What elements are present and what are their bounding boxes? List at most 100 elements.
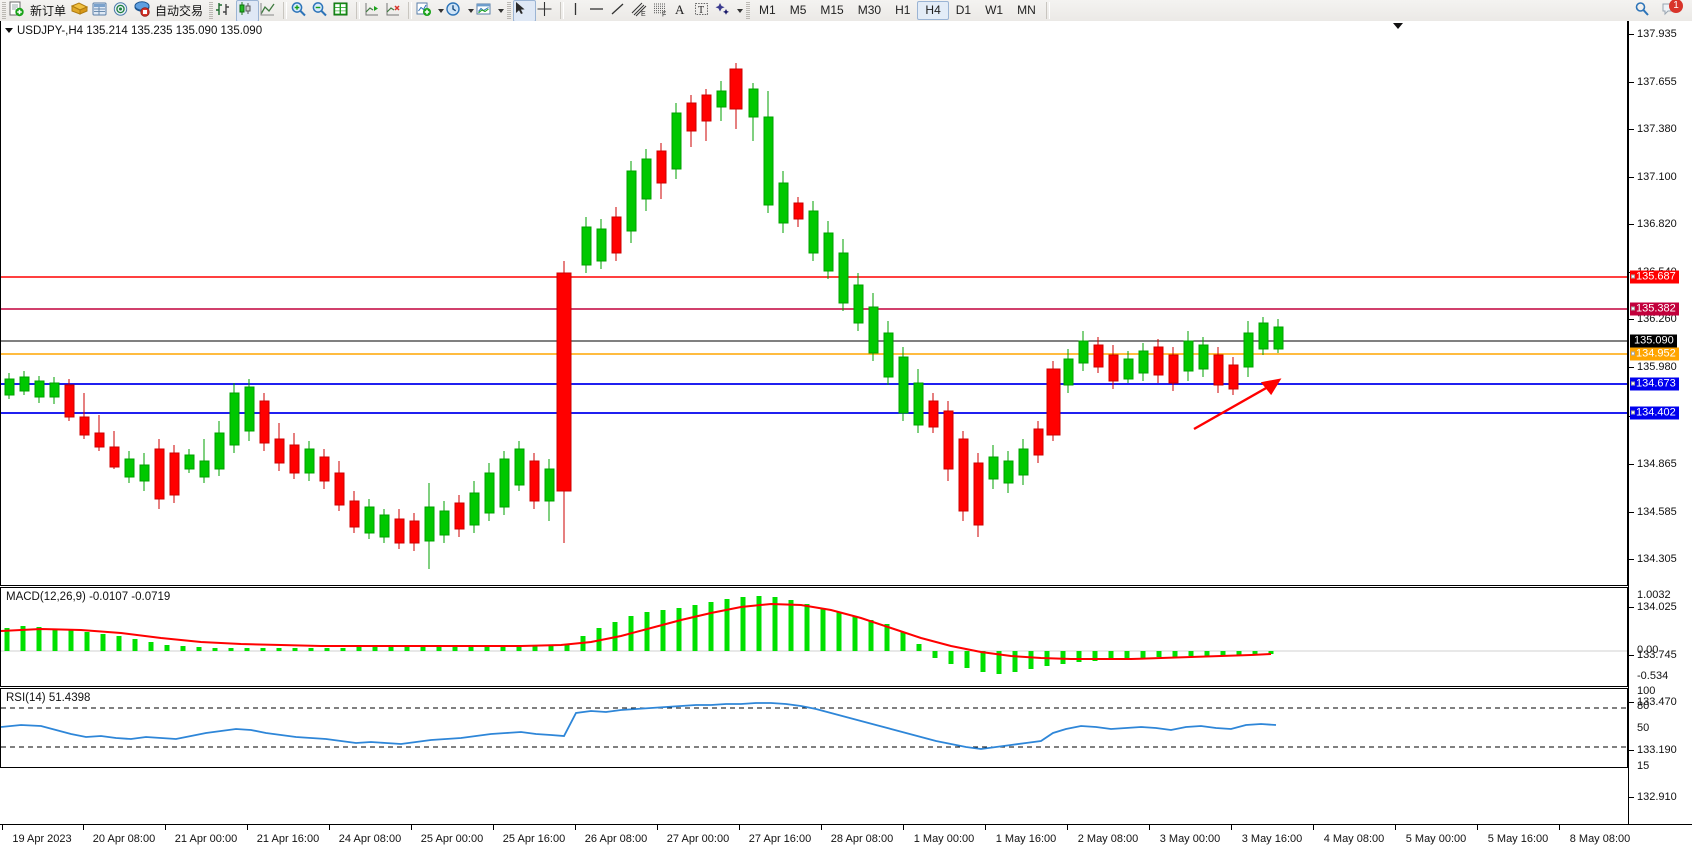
zoom-in-icon[interactable] bbox=[290, 1, 311, 21]
toolbar-separator-3 bbox=[408, 2, 413, 19]
time-label: 1 May 00:00 bbox=[913, 833, 975, 845]
toolbar-separator-1 bbox=[283, 2, 288, 19]
toolbar-grip-4[interactable] bbox=[746, 1, 751, 20]
macd-pane[interactable]: MACD(12,26,9) -0.0107 -0.0719 bbox=[0, 587, 1628, 687]
time-label: 27 Apr 00:00 bbox=[666, 833, 730, 845]
shapes-icon[interactable] bbox=[714, 1, 735, 21]
price-tag-support-2[interactable]: 134.402 bbox=[1630, 406, 1679, 420]
new-order-icon[interactable] bbox=[8, 1, 29, 21]
line-chart-icon[interactable] bbox=[259, 1, 280, 21]
time-label: 3 May 00:00 bbox=[1159, 833, 1221, 845]
autotrading-icon[interactable] bbox=[133, 0, 154, 21]
timeframe-m5[interactable]: M5 bbox=[789, 3, 807, 17]
price-level-lines bbox=[1, 276, 1627, 414]
time-label: 26 Apr 08:00 bbox=[584, 833, 648, 845]
new-order-label[interactable]: 新订单 bbox=[30, 4, 67, 18]
svg-text:A: A bbox=[675, 2, 685, 17]
timeframe-m1[interactable]: M1 bbox=[759, 3, 776, 17]
auto-scroll-icon[interactable] bbox=[384, 1, 405, 21]
chart-scroll-caret[interactable] bbox=[1393, 23, 1403, 29]
market-watch-icon[interactable] bbox=[91, 1, 112, 21]
profiles-icon[interactable] bbox=[70, 1, 91, 21]
axis-label: 132.910 bbox=[1637, 791, 1677, 803]
data-window-icon[interactable] bbox=[112, 1, 133, 21]
chart-area[interactable]: USDJPY-,H4 135.214 135.235 135.090 135.0… bbox=[0, 21, 1692, 854]
toolbar-grip-3[interactable] bbox=[507, 1, 512, 20]
timeframe-m30[interactable]: M30 bbox=[857, 3, 882, 17]
text-label-icon[interactable]: T bbox=[693, 1, 714, 21]
toolbar-separator-4 bbox=[560, 2, 565, 19]
axis-label: 137.655 bbox=[1637, 76, 1677, 88]
axis-label: 133.190 bbox=[1637, 744, 1677, 756]
price-candles-svg bbox=[1, 63, 1627, 569]
timeframe-w1[interactable]: W1 bbox=[985, 3, 1004, 17]
period-dropdown-arrow[interactable] bbox=[466, 1, 475, 21]
axis-label: 133.470 bbox=[1637, 696, 1677, 708]
macd-signal-line bbox=[1, 602, 1272, 660]
rsi-svg bbox=[1, 702, 1627, 750]
zoom-out-icon[interactable] bbox=[311, 1, 332, 21]
time-label: 4 May 08:00 bbox=[1323, 833, 1385, 845]
timeframe-d1[interactable]: D1 bbox=[955, 3, 972, 17]
rsi-axis-label: 100 bbox=[1637, 685, 1656, 697]
bar-chart-icon[interactable] bbox=[215, 1, 236, 21]
price-tag-support-1[interactable]: 134.673 bbox=[1630, 377, 1679, 391]
crosshair-icon[interactable] bbox=[536, 1, 557, 21]
indicator-dropdown-arrow[interactable] bbox=[436, 1, 445, 21]
timeframe-mn[interactable]: MN bbox=[1017, 3, 1036, 17]
time-label: 25 Apr 16:00 bbox=[502, 833, 566, 845]
rsi-axis-label: 80 bbox=[1637, 700, 1650, 712]
fibonacci-icon[interactable]: F bbox=[651, 1, 672, 21]
time-axis[interactable]: 19 Apr 2023 20 Apr 08:00 21 Apr 00:00 21… bbox=[0, 824, 1692, 854]
time-label: 5 May 00:00 bbox=[1405, 833, 1467, 845]
svg-text:F: F bbox=[662, 11, 666, 17]
candlestick-chart-icon[interactable] bbox=[236, 0, 260, 22]
rsi-axis-label: 50 bbox=[1637, 722, 1650, 734]
text-icon[interactable]: A bbox=[672, 1, 693, 21]
price-chart-pane[interactable]: USDJPY-,H4 135.214 135.235 135.090 135.0… bbox=[0, 21, 1628, 586]
macd-svg bbox=[1, 596, 1627, 674]
search-icon[interactable] bbox=[1634, 1, 1655, 21]
axis-label: 134.865 bbox=[1637, 458, 1677, 470]
time-label: 2 May 08:00 bbox=[1077, 833, 1139, 845]
horizontal-line-icon[interactable] bbox=[588, 1, 609, 21]
rsi-pane[interactable]: RSI(14) 51.4398 bbox=[0, 688, 1628, 768]
grid-icon[interactable] bbox=[332, 1, 353, 21]
shapes-dropdown-arrow[interactable] bbox=[735, 1, 744, 21]
time-label: 19 Apr 2023 bbox=[12, 833, 72, 845]
period-icon[interactable] bbox=[445, 1, 466, 21]
rsi-line bbox=[1, 702, 1277, 750]
trendline-icon[interactable] bbox=[609, 1, 630, 21]
toolbar-grip-2[interactable] bbox=[209, 1, 214, 20]
templates-dropdown-arrow[interactable] bbox=[496, 1, 505, 21]
price-axis[interactable]: 137.935 137.655 137.380 137.100 136.820 … bbox=[1628, 21, 1692, 824]
axis-label: 134.585 bbox=[1637, 506, 1677, 518]
chart-shift-icon[interactable] bbox=[363, 1, 384, 21]
price-tag-resistance-2[interactable]: 135.382 bbox=[1630, 302, 1679, 316]
equidistant-channel-icon[interactable]: E bbox=[630, 1, 651, 21]
notification-icon[interactable]: 1 bbox=[1661, 0, 1683, 21]
vertical-line-icon[interactable] bbox=[567, 1, 588, 21]
macd-axis-label: -0.534 bbox=[1637, 670, 1669, 682]
macd-axis-label: 1.0032 bbox=[1637, 589, 1671, 601]
price-tag-pivot[interactable]: 134.952 bbox=[1630, 347, 1679, 361]
timeframe-m15[interactable]: M15 bbox=[820, 3, 844, 17]
cursor-icon[interactable] bbox=[513, 0, 537, 22]
timeframe-h4[interactable]: H4 bbox=[917, 1, 949, 20]
toolbar-grip[interactable] bbox=[2, 1, 6, 20]
price-tag-resistance-1[interactable]: 135.687 bbox=[1630, 270, 1679, 284]
candlestick-series bbox=[4, 63, 1284, 569]
time-label: 20 Apr 08:00 bbox=[92, 833, 156, 845]
time-label: 24 Apr 08:00 bbox=[338, 833, 402, 845]
autotrading-label[interactable]: 自动交易 bbox=[155, 4, 204, 18]
time-label: 3 May 16:00 bbox=[1241, 833, 1303, 845]
axis-label: 137.100 bbox=[1637, 171, 1677, 183]
symbol-collapse-icon[interactable] bbox=[5, 28, 13, 34]
axis-label: 134.305 bbox=[1637, 553, 1677, 565]
symbol-header-text: USDJPY-,H4 135.214 135.235 135.090 135.0… bbox=[17, 25, 263, 37]
templates-icon[interactable] bbox=[475, 1, 496, 21]
axis-label: 136.820 bbox=[1637, 218, 1677, 230]
add-indicator-icon[interactable] bbox=[415, 1, 436, 21]
macd-header: MACD(12,26,9) -0.0107 -0.0719 bbox=[6, 591, 171, 603]
timeframe-h1[interactable]: H1 bbox=[895, 3, 911, 17]
